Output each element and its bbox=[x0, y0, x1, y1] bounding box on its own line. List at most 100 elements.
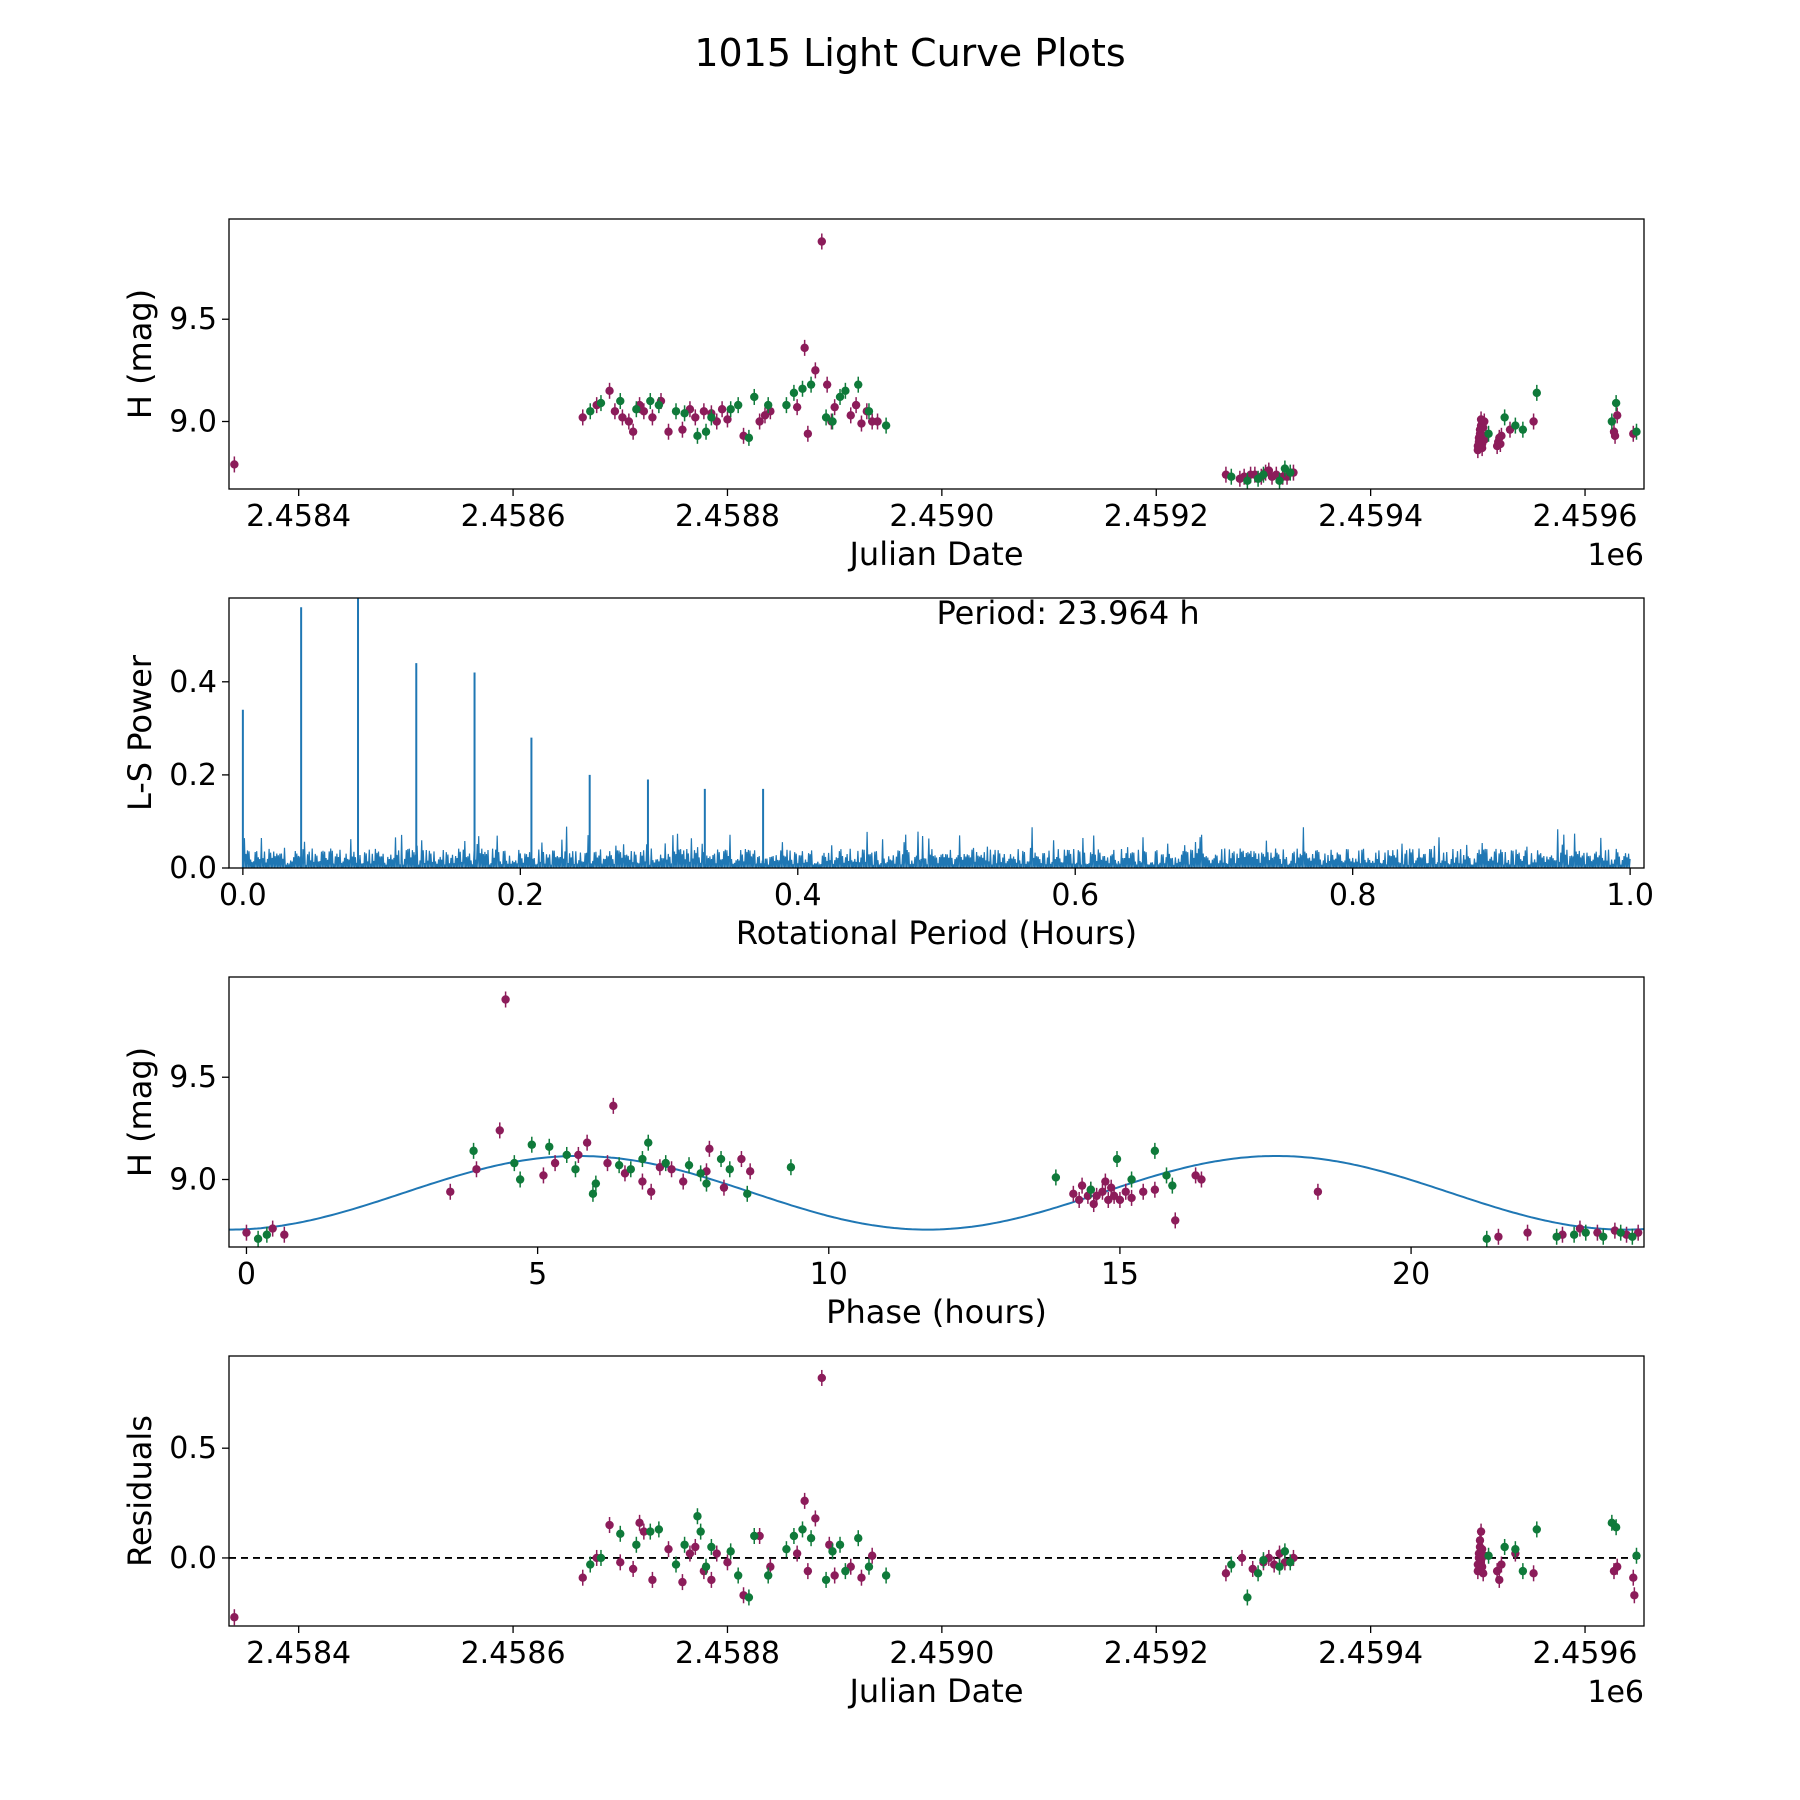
data-point bbox=[638, 1177, 647, 1186]
data-point bbox=[1482, 1234, 1491, 1244]
y-axis-label: L-S Power bbox=[121, 654, 159, 811]
data-point bbox=[766, 1562, 775, 1571]
data-point bbox=[545, 1142, 554, 1151]
data-point bbox=[515, 1175, 525, 1184]
plot-area bbox=[230, 233, 1641, 489]
data-point bbox=[792, 402, 802, 412]
y-tick-label: 0.4 bbox=[169, 665, 217, 700]
data-point bbox=[830, 402, 839, 412]
plot-frame bbox=[228, 976, 1645, 1248]
data-point bbox=[1069, 1189, 1078, 1199]
data-point bbox=[605, 1520, 614, 1530]
data-point bbox=[646, 1187, 656, 1196]
data-point bbox=[1280, 1547, 1290, 1556]
data-point bbox=[701, 427, 711, 436]
data-point bbox=[873, 417, 882, 426]
data-point bbox=[1611, 398, 1621, 408]
data-point bbox=[1253, 1569, 1263, 1578]
data-point bbox=[1500, 1542, 1509, 1552]
data-point bbox=[691, 1542, 700, 1552]
data-point bbox=[1497, 1560, 1506, 1569]
data-point bbox=[851, 400, 861, 410]
data-point bbox=[678, 425, 687, 434]
data-point bbox=[1221, 1569, 1231, 1578]
data-point bbox=[817, 1373, 826, 1383]
data-point bbox=[671, 1560, 681, 1569]
plot-area bbox=[241, 598, 1631, 868]
data-point bbox=[684, 1160, 694, 1170]
data-point bbox=[707, 1542, 716, 1552]
data-point bbox=[1529, 1569, 1538, 1578]
fit-curve bbox=[229, 1155, 1644, 1231]
data-point bbox=[854, 380, 863, 389]
data-point bbox=[1479, 1569, 1488, 1578]
data-point bbox=[811, 366, 820, 375]
x-tick-label: 2.4584 bbox=[246, 1636, 351, 1671]
y-tick-label: 9.5 bbox=[169, 1060, 217, 1095]
data-point bbox=[242, 1228, 251, 1237]
data-point bbox=[1168, 1181, 1177, 1190]
data-point bbox=[1191, 1171, 1200, 1180]
data-point bbox=[639, 1527, 649, 1536]
data-point bbox=[1089, 1199, 1098, 1209]
x-tick-label: 2.4584 bbox=[246, 499, 351, 534]
data-point bbox=[618, 413, 627, 422]
data-point bbox=[680, 409, 689, 418]
data-point bbox=[1611, 1523, 1621, 1532]
data-point bbox=[624, 417, 634, 426]
data-point bbox=[1532, 388, 1542, 398]
data-point bbox=[1599, 1232, 1608, 1241]
data-point bbox=[680, 1540, 689, 1549]
data-point bbox=[1497, 431, 1506, 441]
data-point bbox=[1109, 1191, 1119, 1201]
data-point bbox=[1115, 1195, 1125, 1205]
data-point bbox=[707, 1575, 716, 1585]
data-point bbox=[723, 1558, 732, 1567]
data-point bbox=[1101, 1177, 1110, 1186]
data-point bbox=[632, 1540, 641, 1549]
plot-frame bbox=[228, 218, 1645, 490]
x-axis-label: Julian Date bbox=[847, 535, 1023, 573]
data-point bbox=[646, 1527, 655, 1536]
data-point bbox=[586, 407, 595, 416]
data-point bbox=[603, 1158, 612, 1168]
data-point bbox=[253, 1234, 263, 1244]
data-point bbox=[1511, 421, 1520, 430]
data-point bbox=[1552, 1232, 1561, 1241]
y-tick-label: 9.0 bbox=[169, 1163, 217, 1198]
data-point bbox=[1632, 427, 1641, 436]
data-point bbox=[789, 1531, 799, 1541]
data-point bbox=[745, 1167, 755, 1176]
data-point bbox=[268, 1224, 277, 1233]
data-point bbox=[743, 1189, 752, 1199]
data-point bbox=[1171, 1216, 1180, 1225]
data-point bbox=[830, 1571, 839, 1580]
data-point bbox=[744, 1593, 754, 1602]
data-point bbox=[821, 1575, 831, 1585]
plot-frame bbox=[228, 1355, 1645, 1627]
x-tick-label: 2.4586 bbox=[461, 499, 566, 534]
data-point bbox=[596, 398, 606, 408]
data-point bbox=[835, 1540, 845, 1549]
data-point bbox=[578, 1573, 587, 1582]
period-annotation: Period: 23.964 h bbox=[937, 594, 1200, 632]
data-point bbox=[1077, 1181, 1087, 1190]
data-point bbox=[1518, 425, 1528, 434]
data-point bbox=[782, 1544, 791, 1554]
data-point bbox=[1518, 1566, 1528, 1576]
data-point bbox=[726, 405, 735, 414]
data-point bbox=[737, 1154, 746, 1164]
data-point bbox=[841, 386, 850, 396]
data-point bbox=[667, 1165, 676, 1174]
data-point bbox=[1575, 1224, 1585, 1233]
data-point bbox=[1523, 1228, 1532, 1237]
data-point bbox=[550, 1158, 560, 1168]
x-tick-label: 10 bbox=[810, 1257, 848, 1292]
data-point bbox=[712, 1549, 721, 1558]
data-point bbox=[717, 405, 727, 414]
x-tick-label: 0.4 bbox=[774, 878, 822, 913]
data-point bbox=[605, 386, 614, 396]
data-point bbox=[648, 1575, 657, 1585]
